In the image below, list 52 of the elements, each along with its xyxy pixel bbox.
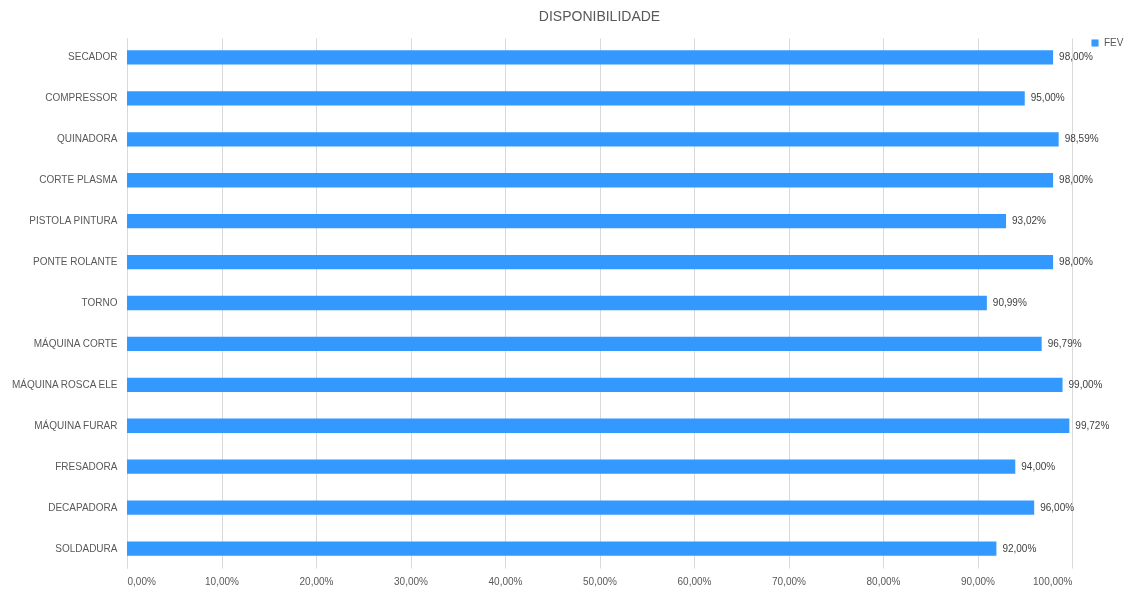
data-label: 95,00% xyxy=(1030,92,1065,104)
x-tick-label: 70,00% xyxy=(772,575,807,587)
data-label: 99,72% xyxy=(1075,419,1110,431)
bar xyxy=(127,173,1054,188)
y-tick-label: QUINADORA xyxy=(56,133,118,145)
y-tick-label: MÁQUINA CORTE xyxy=(33,336,118,349)
bar xyxy=(127,254,1054,270)
y-tick-label: COMPRESSOR xyxy=(45,92,118,104)
x-tick-label: 40,00% xyxy=(488,575,523,587)
y-tick-label: FRESADORA xyxy=(55,460,118,472)
x-tick-label: 90,00% xyxy=(961,575,996,587)
data-label: 98,00% xyxy=(1059,256,1094,268)
data-label: 96,79% xyxy=(1047,337,1082,349)
y-tick-label: MÁQUINA FURAR xyxy=(34,418,118,431)
x-tick-label: 30,00% xyxy=(394,575,429,587)
y-tick-label: MÁQUINA ROSCA ELE xyxy=(11,377,118,390)
x-tick-label: 50,00% xyxy=(583,575,618,587)
bar xyxy=(127,541,997,556)
data-label: 90,99% xyxy=(992,297,1027,308)
x-tick-label: 80,00% xyxy=(866,575,901,587)
y-tick-label: PISTOLA PINTURA xyxy=(29,215,118,227)
bar xyxy=(127,377,1063,393)
y-tick-label: TORNO xyxy=(81,297,118,308)
x-tick-label: 20,00% xyxy=(299,575,334,587)
data-label: 94,00% xyxy=(1021,460,1056,472)
bar xyxy=(127,500,1035,515)
data-label: 99,00% xyxy=(1068,378,1103,390)
data-label: 98,00% xyxy=(1059,51,1094,63)
x-tick-label: 60,00% xyxy=(677,575,712,587)
y-tick-label: SOLDADURA xyxy=(55,542,118,554)
bar xyxy=(127,418,1070,433)
bar xyxy=(127,213,1007,229)
x-tick-label: 10,00% xyxy=(205,575,240,587)
data-label: 96,00% xyxy=(1040,501,1075,513)
bar xyxy=(127,132,1059,147)
y-tick-label: CORTE PLASMA xyxy=(39,174,118,186)
bar xyxy=(127,295,987,311)
data-label: 98,59% xyxy=(1064,133,1099,145)
x-tick-label: 0,00% xyxy=(127,575,156,587)
y-tick-label: DECAPADORA xyxy=(48,501,118,513)
data-label: 93,02% xyxy=(1012,215,1047,227)
x-tick-label: 100,00% xyxy=(1033,575,1073,587)
y-tick-label: PONTE ROLANTE xyxy=(33,256,118,268)
bar xyxy=(127,50,1054,65)
data-label: 92,00% xyxy=(1002,542,1037,554)
bar xyxy=(127,91,1025,106)
y-tick-label: SECADOR xyxy=(68,51,118,63)
bar xyxy=(127,336,1042,352)
bar xyxy=(127,459,1016,474)
legend-label: FEV xyxy=(1104,37,1124,48)
data-label: 98,00% xyxy=(1059,174,1094,186)
chart-title: DISPONIBILIDADE xyxy=(538,8,661,24)
